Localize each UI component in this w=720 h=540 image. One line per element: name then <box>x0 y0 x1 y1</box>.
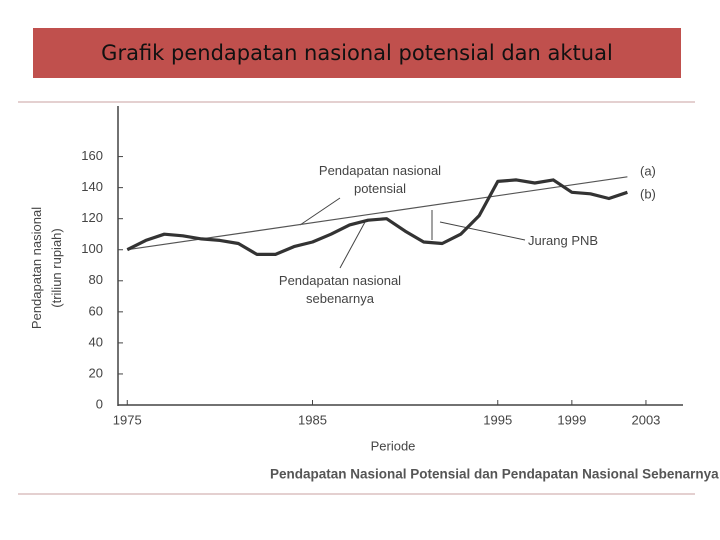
x-tick-label: 2003 <box>631 412 660 427</box>
line <box>126 178 628 256</box>
annotation: Pendapatan nasional sebenarnya <box>279 273 401 306</box>
pointer <box>299 197 341 226</box>
pointer <box>439 221 526 241</box>
y-tick-label: 20 <box>89 365 103 380</box>
x-tick-label: 1999 <box>557 412 586 427</box>
x-tick-label: 1995 <box>483 412 512 427</box>
y-tick-label: 120 <box>81 210 103 225</box>
pointer <box>339 221 366 269</box>
legend-label: (a) <box>640 163 656 178</box>
annotation-line: Pendapatan nasional <box>319 163 441 178</box>
annotation-line: Pendapatan nasional <box>279 273 401 288</box>
caption: Pendapatan Nasional Potensial dan Pendap… <box>270 467 719 482</box>
annotation-line: Jurang PNB <box>528 233 598 248</box>
y-axis-label: Pendapatan nasional (triliun rupiah) <box>29 207 64 329</box>
y-axis-label-line: Pendapatan nasional <box>29 207 44 329</box>
x-tick-label: 1975 <box>113 412 142 427</box>
annotation: Pendapatan nasional potensial <box>319 163 441 196</box>
slide-title: Grafik pendapatan nasional potensial dan… <box>33 28 681 78</box>
line <box>127 176 628 251</box>
legend-label: (b) <box>640 186 656 201</box>
y-tick-label: 100 <box>81 241 103 256</box>
annotation: Jurang PNB <box>528 233 598 248</box>
y-tick-label: 60 <box>89 303 103 318</box>
annotation-line: sebenarnya <box>306 291 375 306</box>
annotation-line: potensial <box>354 181 406 196</box>
y-tick-label: 40 <box>89 334 103 349</box>
y-tick-label: 0 <box>96 396 103 411</box>
y-tick-label: 80 <box>89 272 103 287</box>
x-tick-label: 1985 <box>298 412 327 427</box>
y-axis-label-line: (triliun rupiah) <box>49 228 64 307</box>
y-tick-label: 140 <box>81 179 103 194</box>
x-axis-label: Periode <box>371 438 416 453</box>
y-tick-label: 160 <box>81 148 103 163</box>
